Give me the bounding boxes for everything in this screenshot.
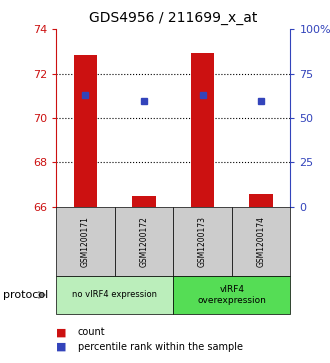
- Bar: [249, 193, 273, 207]
- Text: ■: ■: [56, 327, 67, 337]
- Text: no vIRF4 expression: no vIRF4 expression: [72, 290, 157, 299]
- Title: GDS4956 / 211699_x_at: GDS4956 / 211699_x_at: [89, 11, 257, 25]
- Bar: [191, 53, 214, 207]
- Text: vIRF4
overexpression: vIRF4 overexpression: [197, 285, 266, 305]
- Text: protocol: protocol: [3, 290, 49, 300]
- Text: GSM1200171: GSM1200171: [81, 216, 90, 267]
- Text: ■: ■: [56, 342, 67, 352]
- Bar: [132, 196, 156, 207]
- Text: count: count: [78, 327, 105, 337]
- Text: GSM1200174: GSM1200174: [257, 216, 266, 267]
- Text: GSM1200172: GSM1200172: [140, 216, 148, 267]
- Text: GSM1200173: GSM1200173: [198, 216, 207, 267]
- Text: percentile rank within the sample: percentile rank within the sample: [78, 342, 243, 352]
- Bar: [74, 54, 97, 207]
